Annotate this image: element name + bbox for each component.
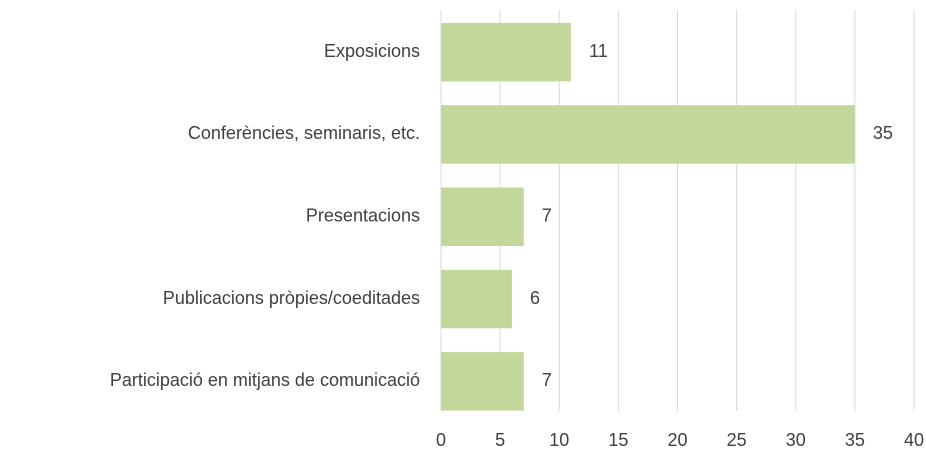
bar (441, 105, 855, 164)
x-tick-label: 0 (436, 430, 446, 450)
y-tick-label: Exposicions (324, 41, 420, 61)
data-label: 7 (542, 206, 552, 226)
bar (441, 22, 572, 82)
x-tick-label: 25 (727, 430, 747, 450)
y-tick-label: Participació en mitjans de comunicació (110, 370, 420, 390)
x-tick-label: 20 (667, 430, 687, 450)
x-tick-label: 5 (495, 430, 505, 450)
bar (441, 269, 512, 329)
y-tick-label: Publicacions pròpies/coeditades (163, 288, 420, 308)
x-tick-label: 15 (608, 430, 628, 450)
data-label: 35 (873, 123, 893, 143)
x-tick-label: 30 (786, 430, 806, 450)
data-label: 6 (530, 288, 540, 308)
y-tick-label: Conferències, seminaris, etc. (188, 123, 420, 143)
bar (441, 187, 524, 246)
x-tick-label: 35 (845, 430, 865, 450)
data-label: 7 (542, 370, 552, 390)
x-tick-label: 10 (549, 430, 569, 450)
x-tick-label: 40 (904, 430, 924, 450)
data-label: 11 (589, 41, 608, 61)
bar (441, 352, 524, 411)
y-tick-label: Presentacions (306, 206, 420, 226)
